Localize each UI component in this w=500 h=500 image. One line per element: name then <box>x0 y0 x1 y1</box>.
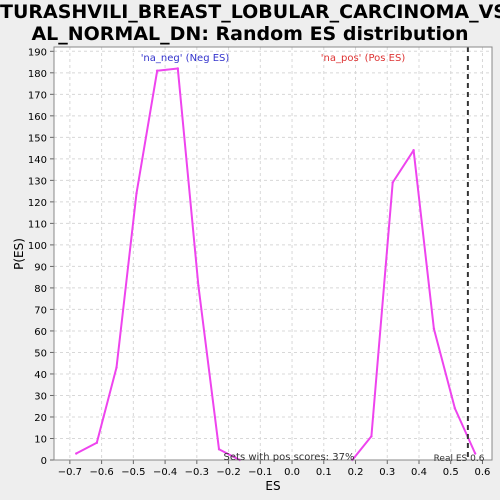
x-tick-label: 0.6 <box>475 467 491 478</box>
data-point-pos <box>412 149 415 152</box>
y-tick-label: 150 <box>28 133 47 144</box>
x-tick-label: 0.0 <box>284 467 300 478</box>
x-tick-label: 0.3 <box>379 467 395 478</box>
data-point-neg <box>176 67 179 70</box>
pos-es-label: 'na_pos' (Pos ES) <box>321 53 406 64</box>
y-tick-label: 90 <box>34 262 47 273</box>
y-tick-label: 30 <box>34 391 47 402</box>
chart-title-line-2: AL_NORMAL_DN: Random ES distribution <box>31 23 469 45</box>
y-tick-label: 180 <box>28 69 47 80</box>
x-tick-label: −0.2 <box>216 467 240 478</box>
x-tick-label: −0.1 <box>248 467 272 478</box>
x-tick-label: 0.4 <box>411 467 427 478</box>
data-point-neg <box>75 452 78 455</box>
y-tick-label: 190 <box>28 47 47 58</box>
y-tick-label: 140 <box>28 155 47 166</box>
y-tick-label: 100 <box>28 241 47 252</box>
x-tick-label: −0.3 <box>185 467 209 478</box>
x-tick-label: 0.5 <box>443 467 459 478</box>
data-point-pos <box>453 407 457 410</box>
y-tick-label: 70 <box>34 305 47 316</box>
y-tick-label: 170 <box>28 90 47 101</box>
x-tick-label: −0.5 <box>121 467 145 478</box>
data-point-pos <box>391 181 394 184</box>
y-tick-label: 120 <box>28 198 47 209</box>
sets-with-pos-scores-label: Sets with pos scores: 37% <box>224 452 355 463</box>
x-tick-label: −0.6 <box>89 467 113 478</box>
grid-lines <box>54 47 492 460</box>
data-point-pos <box>432 327 436 330</box>
y-tick-label: 60 <box>34 327 47 338</box>
data-point-neg <box>197 284 200 287</box>
y-tick-label: 20 <box>34 413 47 424</box>
x-tick-label: −0.4 <box>153 467 177 478</box>
real-es-label: Real ES 0.6 <box>434 454 485 464</box>
data-point-neg <box>135 192 138 195</box>
y-tick-label: 40 <box>34 370 47 381</box>
data-point-pos <box>473 452 477 455</box>
x-tick-label: 0.1 <box>316 467 332 478</box>
y-tick-label: 10 <box>34 434 47 445</box>
x-tick-label: 0.2 <box>348 467 364 478</box>
y-axis-label: P(ES) <box>12 238 26 270</box>
x-tick-label: −0.7 <box>58 467 82 478</box>
y-tick-label: 160 <box>28 112 47 123</box>
y-tick-label: 110 <box>28 219 47 230</box>
chart-title-line-1: TURASHVILI_BREAST_LOBULAR_CARCINOMA_VS_D… <box>0 1 500 23</box>
y-tick-label: 80 <box>34 284 47 295</box>
series-lines <box>75 67 477 462</box>
y-tick-label: 130 <box>28 176 47 187</box>
data-point-pos <box>370 435 373 438</box>
x-axis-label: ES <box>265 479 280 493</box>
x-axis: −0.7 −0.6 −0.5 −0.4 −0.3 −0.2 −0.1 0.0 0.1 0.2 0.3… <box>58 460 491 478</box>
data-point-neg <box>217 448 221 451</box>
plot-border <box>53 46 493 461</box>
y-axis: 0 10 20 30 40 50 60 70 80 90 100 110 120 130 140 150 160… <box>28 47 54 467</box>
y-tick-label: 50 <box>34 348 47 359</box>
data-point-neg <box>95 441 99 444</box>
data-point-neg <box>115 366 118 369</box>
neg-es-label: 'na_neg' (Neg ES) <box>141 53 230 64</box>
y-tick-label: 0 <box>41 456 47 467</box>
data-point-neg <box>155 69 159 72</box>
